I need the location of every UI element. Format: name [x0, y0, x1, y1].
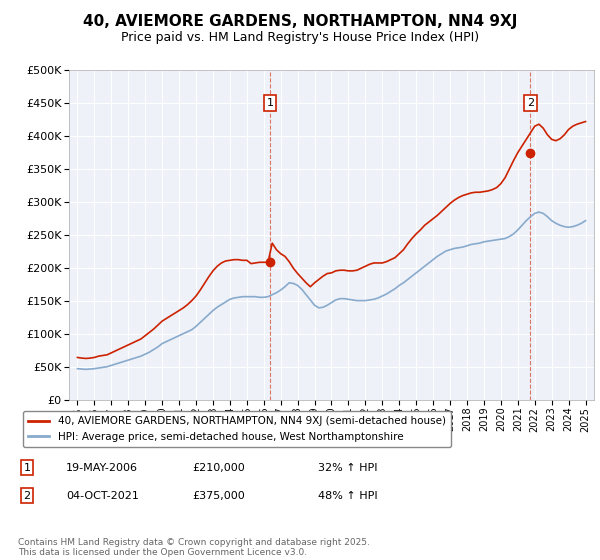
Text: Contains HM Land Registry data © Crown copyright and database right 2025.
This d: Contains HM Land Registry data © Crown c…	[18, 538, 370, 557]
Text: 2: 2	[23, 491, 31, 501]
Text: 40, AVIEMORE GARDENS, NORTHAMPTON, NN4 9XJ: 40, AVIEMORE GARDENS, NORTHAMPTON, NN4 9…	[83, 14, 517, 29]
Text: 19-MAY-2006: 19-MAY-2006	[66, 463, 138, 473]
Text: 48% ↑ HPI: 48% ↑ HPI	[318, 491, 377, 501]
Text: 04-OCT-2021: 04-OCT-2021	[66, 491, 139, 501]
Legend: 40, AVIEMORE GARDENS, NORTHAMPTON, NN4 9XJ (semi-detached house), HPI: Average p: 40, AVIEMORE GARDENS, NORTHAMPTON, NN4 9…	[23, 411, 451, 447]
Text: 2: 2	[527, 98, 534, 108]
Text: 1: 1	[23, 463, 31, 473]
Text: £210,000: £210,000	[192, 463, 245, 473]
Text: £375,000: £375,000	[192, 491, 245, 501]
Text: 1: 1	[266, 98, 274, 108]
Text: 32% ↑ HPI: 32% ↑ HPI	[318, 463, 377, 473]
Text: Price paid vs. HM Land Registry's House Price Index (HPI): Price paid vs. HM Land Registry's House …	[121, 31, 479, 44]
